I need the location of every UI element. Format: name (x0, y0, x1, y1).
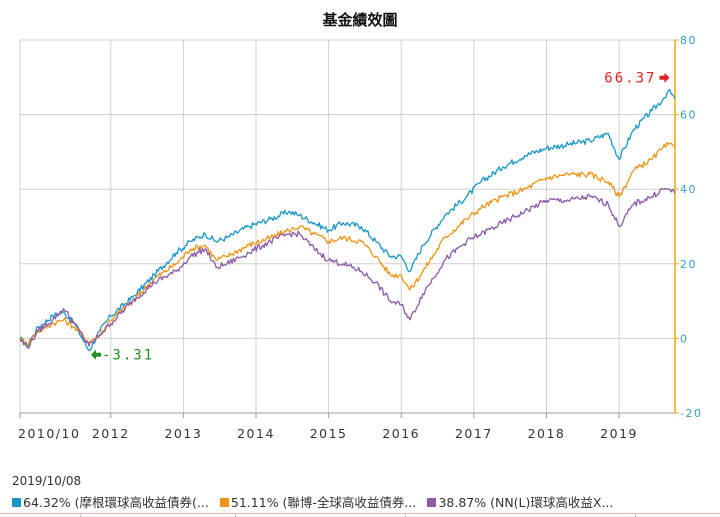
legend-item-series-2[interactable]: 51.11% (聯博-全球高收益債券... (219, 492, 417, 511)
chart-title: 基金績效圖 (322, 11, 398, 29)
divider-tick (235, 513, 236, 517)
bottom-divider (0, 513, 720, 514)
x-tick-label: 2016 (382, 426, 420, 441)
legend-label-series-1: 64.32% (摩根環球高收益債券(... (23, 495, 209, 510)
legend-item-series-1[interactable]: 64.32% (摩根環球高收益債券(... (12, 492, 209, 511)
legend-swatch-series-3 (427, 498, 437, 507)
min-arrow-icon (90, 349, 101, 360)
x-tick-label: 2012 (92, 426, 130, 441)
divider-tick (405, 513, 406, 517)
performance-chart: 80 60 40 20 0 -20 2010/10 2012 2013 2014 2015 2016 2… (18, 34, 702, 441)
legend-label-series-2: 51.11% (聯博-全球高收益債券... (230, 495, 417, 510)
divider-tick (635, 513, 636, 517)
x-tick-label: 2013 (164, 426, 202, 441)
x-tick-label: 2015 (310, 426, 348, 441)
y-tick-label: 20 (680, 258, 697, 271)
x-tick-label: 2019 (600, 426, 638, 441)
y-tick-label: 60 (680, 109, 697, 122)
y-tick-label: 80 (680, 34, 697, 47)
y-tick-label: -20 (680, 407, 702, 420)
legend: 64.32% (摩根環球高收益債券(... 51.11% (聯博-全球高收益債券… (12, 492, 717, 511)
y-tick-label: 40 (680, 183, 697, 196)
divider-tick (80, 513, 81, 517)
max-value-label: 66.37 (604, 71, 656, 87)
date-label: 2019/10/08 (12, 474, 82, 488)
legend-item-series-3[interactable]: 38.87% (NN(L)環球高收益X... (427, 492, 613, 511)
legend-swatch-series-1 (12, 498, 21, 507)
series-line-3 (19, 187, 676, 349)
series-line-1 (19, 88, 676, 352)
legend-swatch-series-2 (219, 498, 229, 507)
legend-label-series-3: 38.87% (NN(L)環球高收益X... (438, 495, 614, 510)
x-tick-label: 2018 (528, 426, 566, 441)
x-tick-label: 2010/10 (18, 426, 80, 441)
x-tick-label: 2014 (237, 426, 275, 441)
x-tick-label: 2017 (455, 426, 493, 441)
max-arrow-icon (659, 72, 670, 83)
min-value-label: -3.31 (102, 348, 154, 364)
y-tick-label: 0 (680, 332, 689, 345)
